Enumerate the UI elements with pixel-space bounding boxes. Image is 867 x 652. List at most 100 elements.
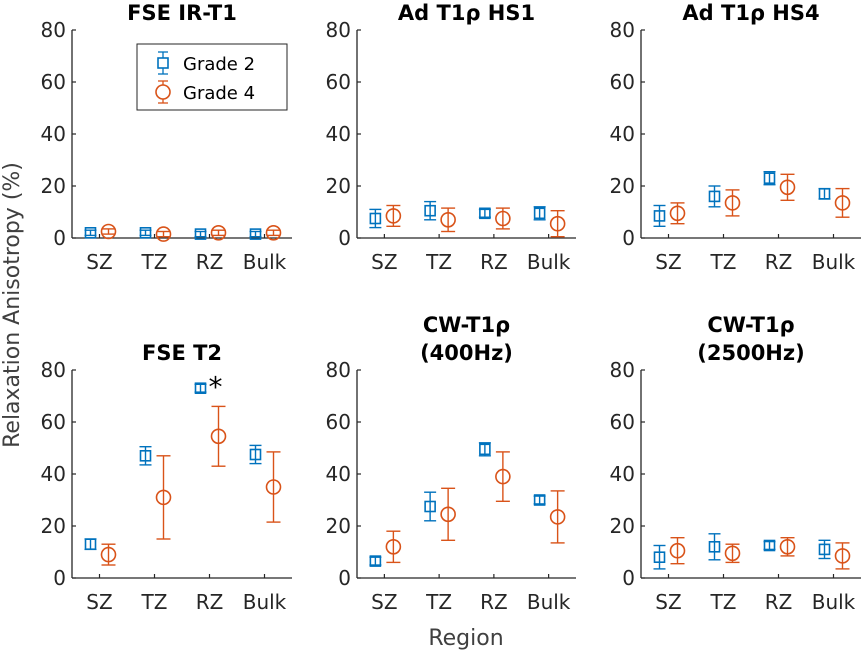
y-tick-label: 40 [326, 462, 351, 486]
y-tick-label: 0 [622, 226, 635, 250]
error-bar [369, 556, 382, 566]
error-bar [478, 208, 491, 218]
data-point-circle [549, 509, 566, 525]
error-bar [653, 204, 666, 228]
panel-title: (400Hz) [420, 341, 513, 365]
x-tick-label: TZ [141, 250, 168, 274]
panel-title: FSE T2 [142, 341, 222, 365]
error-bar [780, 537, 795, 557]
error-bar [156, 455, 171, 540]
data-point-square [818, 188, 831, 200]
x-tick-label: SZ [371, 250, 397, 274]
x-tick-label: TZ [710, 590, 737, 614]
data-point-circle [779, 179, 796, 196]
x-tick-label: RZ [480, 250, 508, 274]
error-bar [84, 538, 97, 551]
data-point-circle [385, 538, 402, 555]
error-bar [550, 490, 565, 544]
error-bar [156, 230, 171, 238]
y-tick-label: 40 [41, 122, 66, 146]
data-point-square [708, 190, 721, 203]
panel-title: Ad T1ρ HS4 [682, 1, 819, 25]
error-bar [441, 487, 456, 541]
error-bar [386, 530, 401, 564]
x-tick-label: TZ [141, 590, 168, 614]
panel-4: 0 20 40 60 80 SZ TZ RZ Bulk FSE T2 * [41, 341, 292, 614]
data-point-square [479, 207, 491, 220]
error-bar [708, 185, 721, 208]
data-point-circle [100, 223, 117, 240]
data-point-circle [779, 538, 796, 555]
data-point-circle [440, 506, 456, 523]
error-bar [670, 537, 685, 565]
x-tick-label: SZ [655, 590, 681, 614]
data-point-circle [155, 226, 172, 242]
y-tick-label: 80 [610, 358, 635, 382]
y-tick-label: 0 [338, 566, 351, 590]
data-point-circle [155, 489, 172, 506]
x-tick-label: RZ [196, 250, 224, 274]
data-point-square [479, 443, 491, 456]
data-point-square [369, 555, 382, 567]
data-point-square [424, 500, 436, 513]
data-point-circle [385, 208, 402, 224]
legend-entry-label: Grade 2 [183, 54, 255, 75]
error-bar [708, 533, 721, 561]
data-point-circle [210, 225, 227, 241]
x-tick-label: RZ [765, 590, 793, 614]
data-point-square [194, 382, 207, 395]
legend-marker-square [157, 57, 169, 69]
x-tick-label: Bulk [527, 250, 571, 274]
y-tick-label: 0 [338, 226, 351, 250]
legend: Grade 2 Grade 4 [136, 43, 288, 111]
data-point-square [139, 449, 152, 462]
y-tick-label: 20 [41, 174, 66, 198]
x-tick-label: SZ [371, 590, 397, 614]
panel-title: CW-T1ρ [423, 313, 510, 337]
data-point-square [249, 228, 262, 240]
data-point-square [708, 540, 721, 553]
data-point-square [653, 551, 666, 564]
data-point-square [84, 227, 97, 239]
error-bar [139, 229, 152, 237]
y-tick-label: 20 [326, 174, 351, 198]
panel-title: CW-T1ρ [707, 313, 794, 337]
panel-5: 0 20 40 60 80 SZ TZ RZ Bulk CW-T1ρ (400Hz) [326, 313, 576, 614]
x-tick-label: RZ [765, 250, 793, 274]
data-point-circle [724, 195, 741, 211]
error-bar [369, 208, 382, 229]
data-point-square [84, 538, 97, 551]
data-point-circle [669, 542, 686, 559]
x-tick-label: TZ [425, 250, 452, 274]
x-tick-label: RZ [196, 590, 224, 614]
y-tick-label: 20 [326, 514, 351, 538]
error-bar [424, 491, 437, 522]
data-point-circle [265, 225, 282, 241]
error-bar [266, 451, 281, 523]
panel-2: 0 20 40 60 80 SZ TZ RZ Bulk Ad T1ρ HS1 [326, 1, 576, 274]
y-tick-label: 20 [41, 514, 66, 538]
y-tick-label: 60 [326, 410, 351, 434]
error-bar [763, 540, 776, 551]
panel-3: 0 20 40 60 80 SZ TZ RZ Bulk Ad T1ρ HS4 [610, 1, 861, 274]
x-tick-label: Bulk [527, 590, 571, 614]
error-bar [835, 542, 850, 570]
y-tick-label: 60 [326, 70, 351, 94]
data-point-square [533, 494, 546, 506]
y-tick-label: 0 [53, 566, 66, 590]
y-tick-label: 40 [326, 122, 351, 146]
data-point-square [139, 227, 152, 239]
error-bar [194, 230, 207, 238]
y-tick-label: 80 [326, 18, 351, 42]
panel-title: (2500Hz) [697, 341, 804, 365]
y-tick-label: 0 [53, 226, 66, 250]
data-point-square [249, 448, 262, 461]
panel-title: FSE IR-T1 [127, 1, 237, 25]
error-bar [495, 451, 510, 502]
data-point-circle [834, 548, 851, 564]
error-bar [424, 200, 437, 221]
x-tick-label: RZ [480, 590, 508, 614]
y-tick-label: 40 [610, 122, 635, 146]
